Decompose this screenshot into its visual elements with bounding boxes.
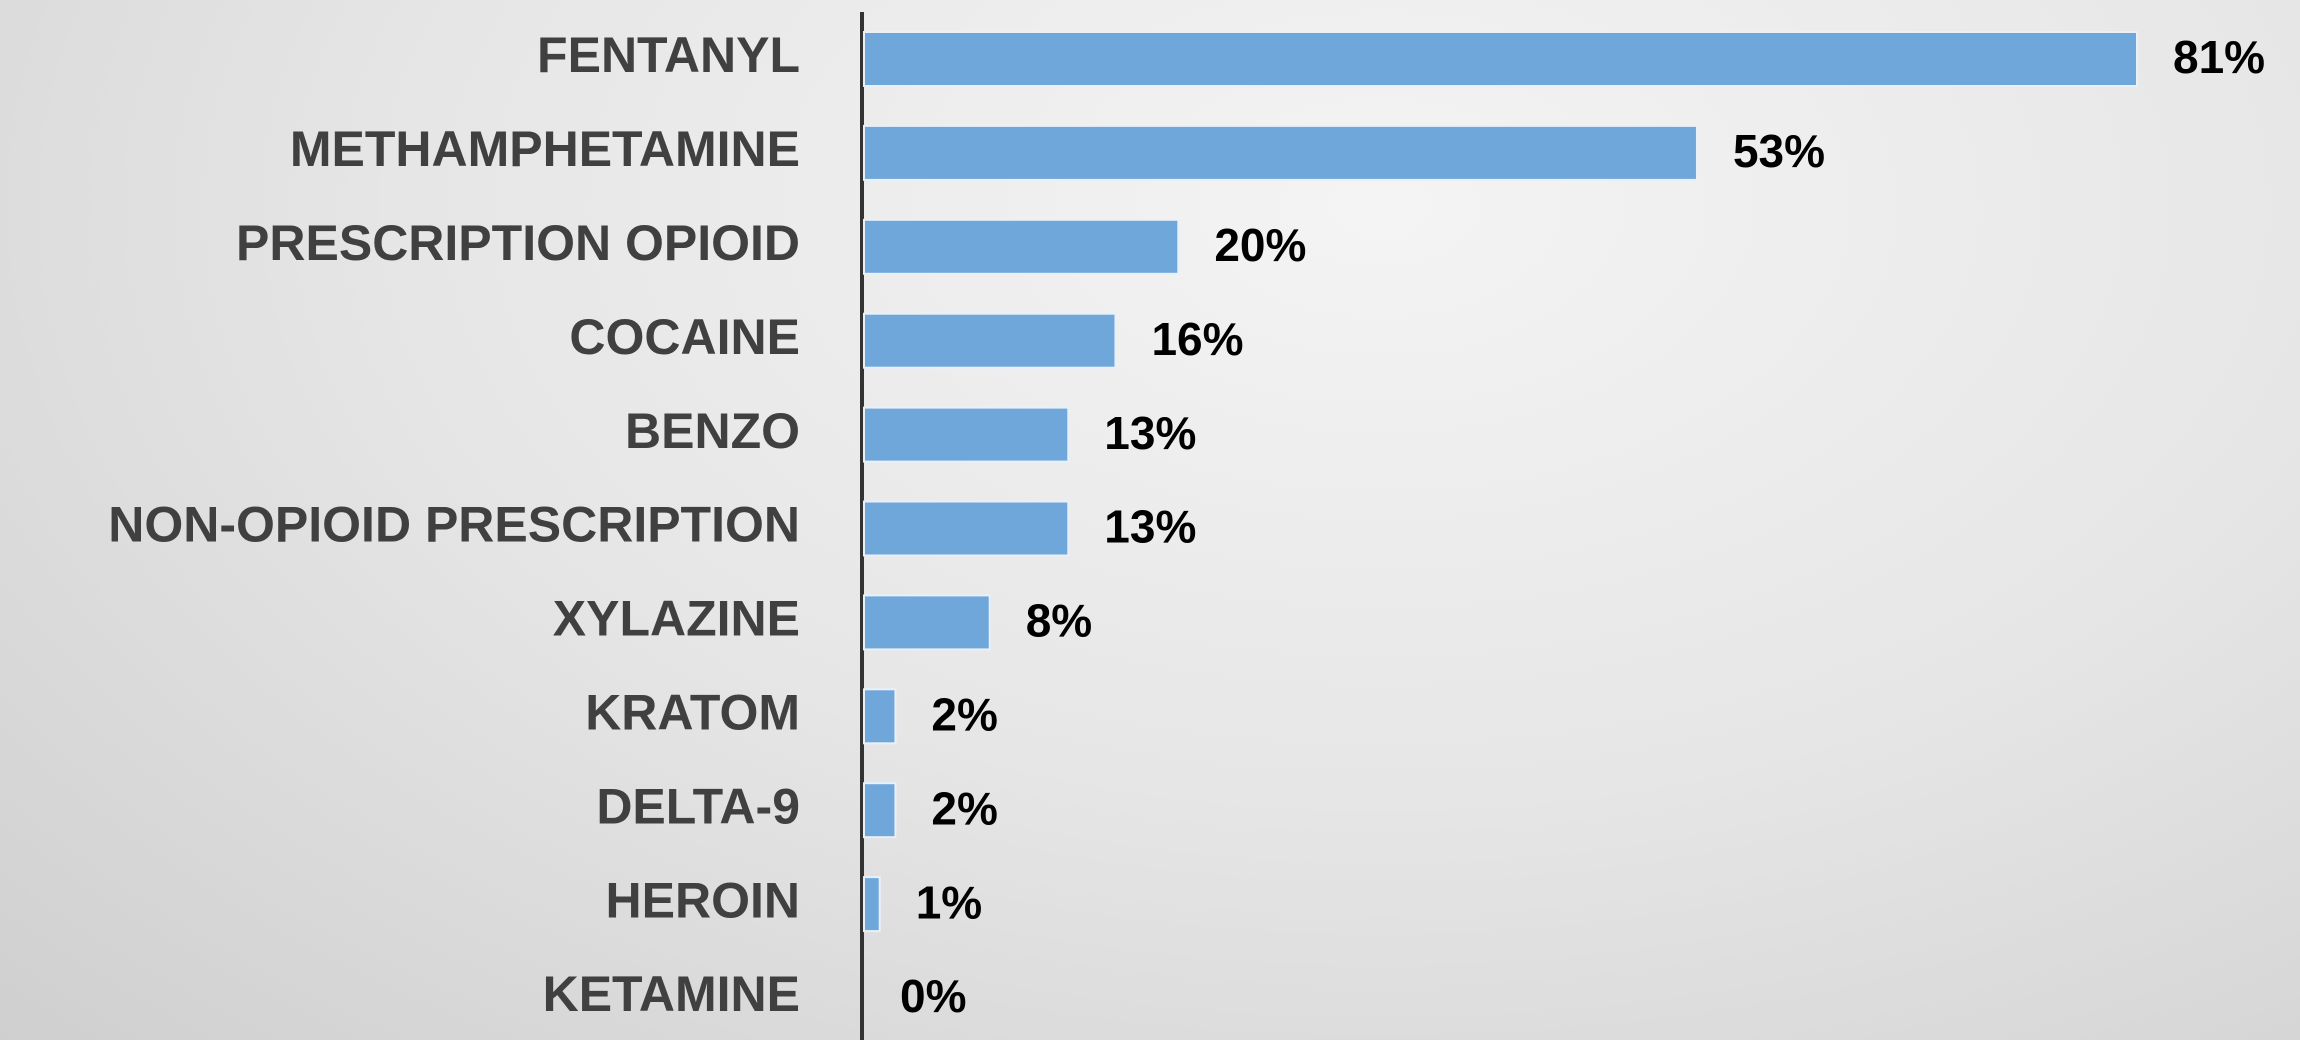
category-label: FENTANYL [537, 27, 800, 83]
category-label: BENZO [625, 403, 800, 459]
value-label: 2% [931, 688, 997, 740]
category-label: PRESCRIPTION OPIOID [236, 215, 800, 271]
category-label: KRATOM [585, 685, 800, 741]
value-label: 13% [1104, 407, 1196, 459]
category-label: XYLAZINE [553, 591, 800, 647]
bar [863, 406, 1070, 463]
bar [863, 312, 1117, 369]
bar [863, 876, 881, 933]
bar [863, 782, 897, 839]
category-label: NON-OPIOID PRESCRIPTION [108, 497, 800, 553]
bar [863, 218, 1180, 275]
value-label: 1% [916, 876, 982, 928]
bar [863, 594, 991, 651]
value-label: 16% [1151, 313, 1243, 365]
category-label: DELTA-9 [596, 778, 800, 834]
value-label: 8% [1026, 595, 1092, 647]
value-label: 2% [931, 782, 997, 834]
value-label: 0% [900, 970, 966, 1022]
value-label: 13% [1104, 501, 1196, 553]
category-label: HEROIN [606, 872, 800, 928]
value-label: 81% [2173, 31, 2265, 83]
value-label: 53% [1733, 125, 1825, 177]
bar [863, 124, 1698, 181]
bar [863, 688, 897, 745]
category-label: METHAMPHETAMINE [290, 121, 800, 177]
category-label: COCAINE [569, 309, 800, 365]
value-label: 20% [1214, 219, 1306, 271]
bar [863, 500, 1070, 557]
bar [863, 31, 2138, 87]
category-label: KETAMINE [543, 966, 800, 1022]
